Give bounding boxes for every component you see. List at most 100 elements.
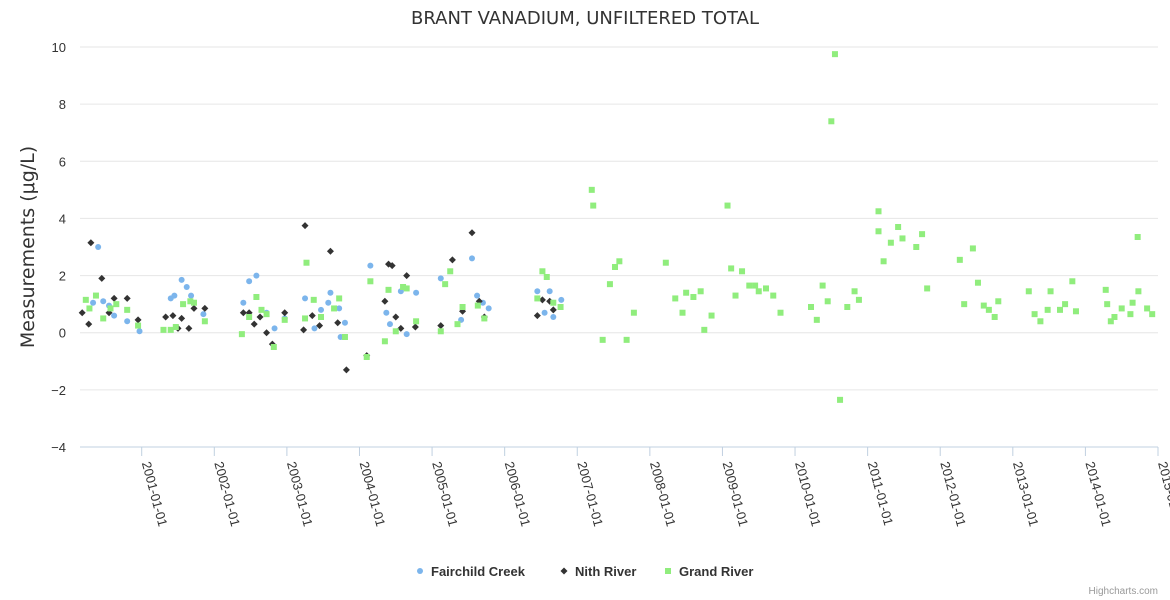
data-point <box>246 314 253 320</box>
legend-label: Nith River <box>575 564 636 579</box>
data-point <box>185 324 193 332</box>
x-tick-label: 2005-01-01 <box>429 460 461 528</box>
circle-icon <box>417 568 423 574</box>
data-point <box>875 208 882 215</box>
data-point <box>100 315 107 322</box>
data-point <box>557 304 564 310</box>
data-point <box>263 311 270 318</box>
data-point <box>188 292 195 299</box>
data-point <box>739 268 746 275</box>
data-point <box>381 338 388 345</box>
data-point <box>468 229 476 237</box>
legend-item-fairchild-creek[interactable]: Fairchild Creek <box>417 564 526 579</box>
data-point <box>534 295 541 302</box>
data-points <box>78 51 1156 403</box>
y-tick-label: 10 <box>52 40 66 55</box>
data-point <box>98 274 106 282</box>
data-point <box>135 322 142 329</box>
y-tick-label: −4 <box>51 440 66 455</box>
legend-item-nith-river[interactable]: Nith River <box>560 564 637 579</box>
data-point <box>708 312 715 319</box>
data-point <box>258 306 265 313</box>
data-point <box>113 301 120 308</box>
data-point <box>327 289 334 296</box>
data-point <box>895 224 902 230</box>
data-point <box>995 298 1002 305</box>
data-point <box>599 336 606 343</box>
data-point <box>180 301 187 308</box>
data-point <box>683 289 690 296</box>
data-point <box>437 275 444 282</box>
data-point <box>1044 306 1051 313</box>
data-point <box>606 281 613 288</box>
data-point <box>381 297 389 305</box>
data-point <box>85 320 93 328</box>
data-point <box>325 299 332 306</box>
y-tick-label: 6 <box>59 154 66 169</box>
x-tick-label: 2002-01-01 <box>211 460 243 528</box>
grid-lines <box>80 46 1158 448</box>
data-point <box>558 296 565 303</box>
data-point <box>546 288 553 295</box>
data-point <box>187 298 194 305</box>
data-point <box>308 312 316 320</box>
data-point <box>1037 318 1044 325</box>
data-point <box>755 288 762 295</box>
data-point <box>623 336 630 343</box>
credits-link[interactable]: Highcharts.com <box>1089 586 1158 597</box>
x-tick-label: 2010-01-01 <box>792 460 824 528</box>
square-icon <box>665 568 671 574</box>
legend-label: Grand River <box>679 564 753 579</box>
data-point <box>469 255 475 262</box>
data-point <box>763 285 769 292</box>
data-point <box>980 302 987 309</box>
data-point <box>690 294 697 300</box>
data-point <box>728 265 735 272</box>
data-point <box>246 278 253 285</box>
data-point <box>1144 305 1151 312</box>
x-tick-label: 2008-01-01 <box>647 460 679 528</box>
data-point <box>78 309 86 317</box>
data-point <box>334 319 342 327</box>
data-point <box>630 309 637 316</box>
data-point <box>1129 299 1136 306</box>
series-nith-river <box>78 222 557 374</box>
data-point <box>400 284 407 290</box>
data-point <box>813 316 820 323</box>
data-point <box>851 288 858 295</box>
data-point <box>86 305 93 312</box>
x-tick-label: 2004-01-01 <box>357 460 389 528</box>
data-point <box>1104 301 1111 308</box>
data-point <box>303 259 310 266</box>
data-point <box>1057 306 1063 313</box>
data-point <box>253 272 260 279</box>
data-point <box>481 315 488 322</box>
data-point <box>533 312 541 320</box>
data-point <box>1025 288 1032 295</box>
data-point <box>172 324 179 330</box>
legend-item-grand-river[interactable]: Grand River <box>665 564 753 579</box>
data-point <box>302 315 309 322</box>
data-point <box>550 299 557 306</box>
data-point <box>459 304 466 310</box>
data-point <box>590 202 597 209</box>
data-point <box>111 312 118 319</box>
data-point <box>383 309 390 316</box>
data-point <box>855 296 862 303</box>
data-point <box>403 331 410 338</box>
data-point <box>837 396 844 403</box>
y-tick-label: 4 <box>59 211 66 226</box>
data-point <box>588 186 595 193</box>
x-axis: 2001-01-01 2002-01-01 2003-01-01 2004-01-01… <box>80 446 1170 528</box>
data-point <box>437 328 444 335</box>
data-point <box>808 304 815 310</box>
data-point <box>167 326 174 333</box>
data-point <box>1031 311 1038 318</box>
data-point <box>336 305 343 312</box>
x-tick-label: 2007-01-01 <box>574 460 606 528</box>
data-point <box>875 228 882 235</box>
data-point <box>485 305 492 312</box>
data-point <box>1149 311 1156 318</box>
data-point <box>87 239 95 247</box>
data-point <box>201 318 208 325</box>
